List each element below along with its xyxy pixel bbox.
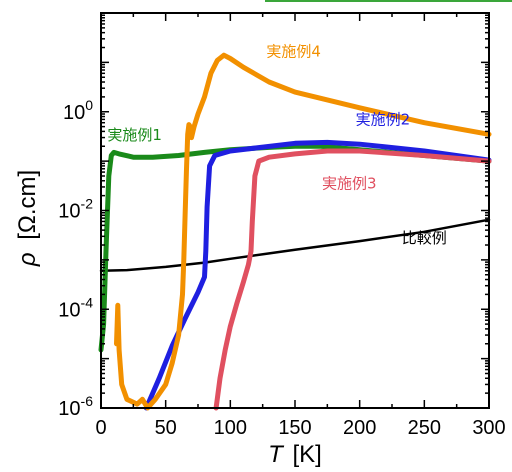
series-layer xyxy=(98,52,492,411)
series-annotation-3: 実施例2 xyxy=(356,111,411,129)
series-line-1 xyxy=(99,218,491,273)
x-tick-label: 300 xyxy=(472,417,505,439)
series-line-4 xyxy=(213,148,492,411)
series-line-3 xyxy=(143,139,492,411)
series-annotation-5: 実施例4 xyxy=(266,43,321,61)
x-tick-label: 200 xyxy=(343,417,376,439)
y-tick-label: 10-2 xyxy=(58,196,93,223)
series-line-5 xyxy=(114,52,492,411)
x-axis-title: T [K] xyxy=(268,441,322,468)
x-tick-label: 50 xyxy=(155,417,177,439)
x-axis-symbol: T xyxy=(268,441,285,468)
y-axis-symbol: ρ xyxy=(14,252,41,267)
series-line-2 xyxy=(98,143,492,353)
plot-frame xyxy=(100,12,490,409)
y-axis-unit: [Ω.cm] xyxy=(14,170,41,240)
y-tick-label: 10-4 xyxy=(58,294,93,321)
series-annotation-4: 実施例3 xyxy=(322,174,377,192)
x-axis-unit: [K] xyxy=(293,441,322,468)
y-tick-label: 10-6 xyxy=(58,393,93,420)
series-annotation-1: 比較例 xyxy=(402,229,447,247)
x-tick-label: 150 xyxy=(278,417,311,439)
y-axis-title: ρ [Ω.cm] xyxy=(14,170,41,267)
series-annotation-2: 実施例1 xyxy=(107,126,162,144)
x-tick-label: 100 xyxy=(214,417,247,439)
x-tick-label: 0 xyxy=(95,417,106,439)
y-tick-label: 100 xyxy=(63,97,93,124)
x-tick-label: 250 xyxy=(408,417,441,439)
tick-layer: 0 50 100 150 200 250 300 10-6 10-4 10-2 100 xyxy=(58,13,506,439)
annotation-layer: 比較例 実施例1 実施例2 実施例3 実施例4 xyxy=(107,43,446,247)
